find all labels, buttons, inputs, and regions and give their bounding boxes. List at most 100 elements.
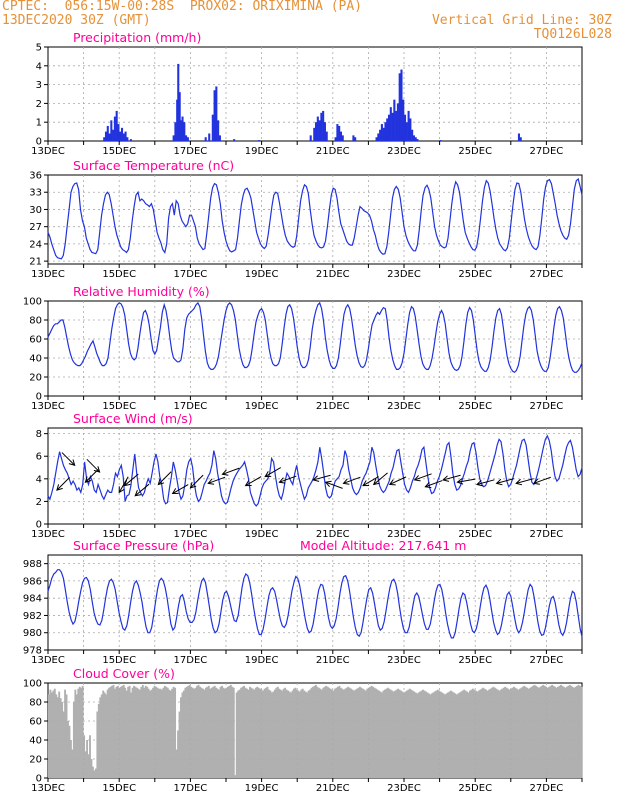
cloud-bar (266, 686, 269, 778)
cloud-bar (404, 691, 407, 778)
cloud-bar (335, 687, 338, 778)
wind-arrow-head (264, 471, 272, 478)
x-tick-label: 21DEC (316, 529, 350, 540)
cloud-bar (177, 730, 179, 778)
wind-arrow (208, 476, 226, 484)
cloud-bar (272, 691, 275, 778)
x-tick-label: 21DEC (316, 783, 350, 794)
cloud-bar (150, 689, 153, 778)
cloud-bar (517, 689, 520, 778)
cloud-bar (297, 690, 300, 778)
cloud-bar (140, 686, 143, 778)
x-tick-label: 15DEC (102, 146, 136, 157)
cloud-bar (429, 694, 432, 778)
x-tick-label: 19DEC (245, 146, 279, 157)
cloud-bar (61, 702, 64, 778)
cloud-bar (427, 693, 430, 778)
cloud-bar (361, 688, 364, 778)
cloud-bar (178, 711, 181, 778)
panel-humidity: 0 20 40 60 80 100 13DEC 15DEC 17DEC 19DEC 21DEC 23D… (23, 284, 583, 412)
cloud-bar (348, 687, 351, 778)
cloud-bar (507, 688, 510, 778)
cloud-bar (262, 690, 265, 778)
y-tick-label: 0 (36, 774, 42, 785)
cloud-bar (562, 686, 565, 778)
wind-arrow-head (244, 480, 252, 487)
cloud-bar (210, 687, 213, 778)
cloud-bar (356, 688, 358, 778)
cloud-bar (513, 686, 515, 778)
x-tick-label: 17DEC (174, 146, 208, 157)
cloud-bar (561, 685, 564, 778)
cloud-bar (395, 689, 398, 778)
precip-bar (120, 127, 124, 141)
cloud-bar (492, 686, 495, 778)
cloud-bar (276, 686, 279, 778)
precip-bar (396, 103, 399, 141)
cloud-bar (59, 698, 62, 778)
x-tick-label: 23DEC (387, 269, 421, 280)
wind-arrow-head (372, 478, 380, 486)
cloud-bar (391, 690, 394, 778)
cloud-bar (171, 688, 174, 778)
panel-precip: 0 1 2 3 4 5 13DEC 15DEC 17DEC 19DEC 21DEC 23DEC 25DE… (31, 30, 583, 157)
y-tick-label: 0 (36, 520, 42, 531)
cloud-bar (504, 686, 507, 778)
cloud-bar (108, 687, 111, 778)
precip-bar (217, 120, 220, 141)
cloud-bar (196, 685, 199, 778)
precip-bar (176, 99, 179, 141)
x-tick-label: 15DEC (102, 401, 136, 412)
cloud-bar (193, 688, 196, 778)
cloud-bar (184, 687, 187, 778)
cloud-bar (319, 688, 322, 778)
wind-arrow-head (278, 477, 286, 484)
cloud-bar (298, 691, 301, 778)
cloud-bar (194, 687, 197, 778)
cloud-bar (56, 697, 59, 778)
cloud-bar (385, 688, 388, 778)
cloud-bar (370, 685, 373, 778)
precip-bar (174, 122, 177, 141)
cloud-bar (524, 686, 527, 778)
cloud-bar (181, 692, 184, 778)
cloud-bar (259, 688, 262, 778)
cloud-bar (204, 687, 207, 778)
cloud-bar (398, 689, 401, 778)
cloud-bar (81, 685, 84, 778)
cloud-bar (546, 687, 549, 778)
cloud-bar (543, 685, 546, 778)
cloud-bar (64, 689, 67, 778)
wind-arrow-head (388, 479, 396, 486)
y-tick-label: 0 (36, 137, 42, 148)
wind-arrow (516, 478, 534, 484)
wind-arrow (85, 469, 99, 483)
cloud-bar (130, 692, 133, 778)
x-tick-label: 25DEC (458, 529, 492, 540)
y-tick-label: 40 (29, 736, 42, 747)
cloud-bar (485, 689, 488, 778)
precip-bar (110, 120, 113, 141)
cloud-bar (158, 688, 160, 778)
cloud-bar (441, 692, 444, 778)
wind-arrow-head (456, 478, 464, 485)
cloud-bar (253, 689, 256, 778)
cloud-bar (237, 690, 240, 778)
cloud-bar (93, 770, 96, 778)
cloud-bar (565, 686, 568, 778)
x-tick-label: 15DEC (102, 529, 136, 540)
cloud-bar (382, 690, 385, 778)
cloud-bar (386, 687, 389, 778)
x-tick-label: 27DEC (530, 783, 564, 794)
cloud-bar (557, 686, 559, 778)
wind-arrow (124, 473, 139, 486)
cloud-bar (489, 688, 492, 778)
y-tick-label: 5 (36, 43, 42, 54)
cloud-bar (58, 691, 61, 778)
wind-arrow-head (93, 466, 101, 473)
y-tick-label: 986 (23, 576, 42, 587)
precip-bar (354, 137, 357, 141)
cloud-bar (313, 685, 316, 778)
y-tick-label: 80 (29, 698, 42, 709)
cloud-bar (448, 691, 451, 778)
